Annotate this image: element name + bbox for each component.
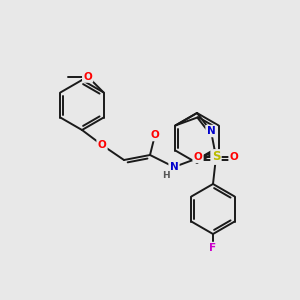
Text: O: O	[194, 152, 202, 162]
Text: H: H	[162, 172, 170, 181]
Text: O: O	[151, 130, 159, 140]
Text: N: N	[169, 162, 178, 172]
Text: N: N	[207, 126, 215, 136]
Text: S: S	[212, 151, 220, 164]
Text: O: O	[230, 152, 238, 162]
Text: O: O	[98, 140, 106, 150]
Text: O: O	[83, 71, 92, 82]
Text: F: F	[209, 243, 217, 253]
